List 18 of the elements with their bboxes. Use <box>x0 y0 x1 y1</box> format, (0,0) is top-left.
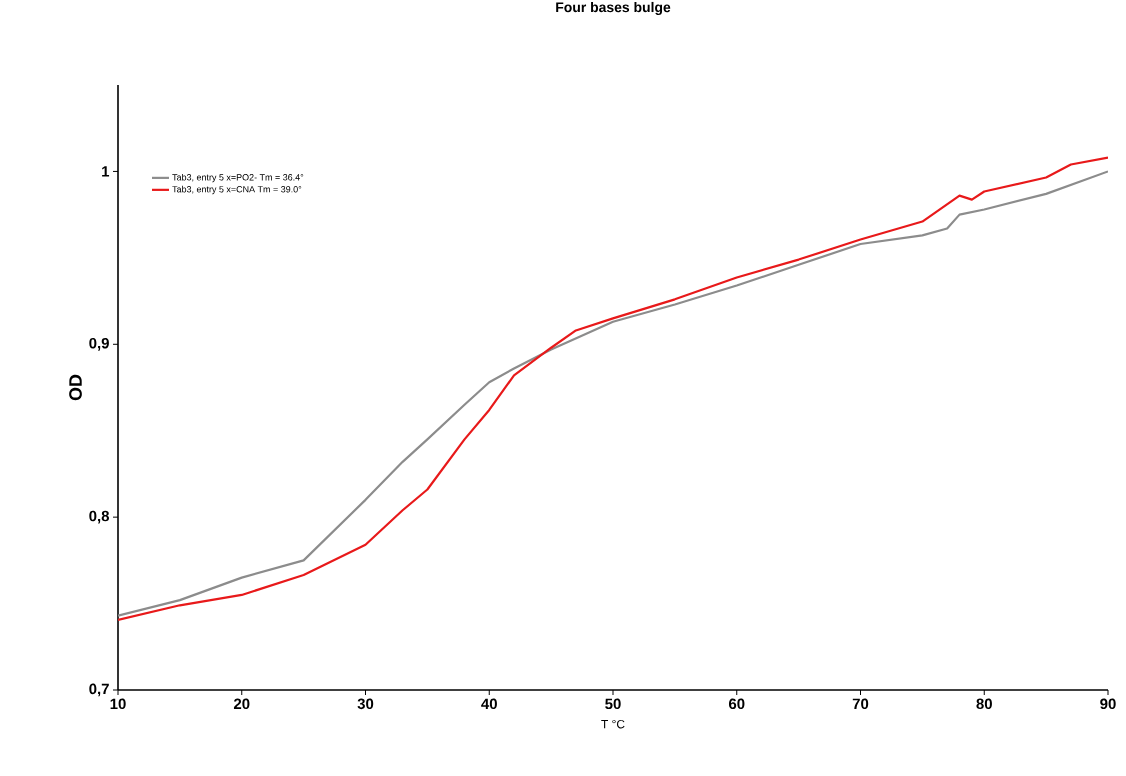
chart-title: Four bases bulge <box>556 1 671 15</box>
x-tick-label: 20 <box>233 698 250 710</box>
x-tick-label: 10 <box>110 698 126 710</box>
y-tick-label: 0,9 <box>89 337 109 351</box>
x-tick-label: 80 <box>976 698 992 710</box>
legend-label: Tab3, entry 5 x=CNA Tm = 39.0° <box>172 185 302 195</box>
x-tick-label: 30 <box>357 698 374 710</box>
legend-label: Tab3, entry 5 x=PO2- Tm = 36.4° <box>172 173 304 183</box>
x-tick-label: 60 <box>728 698 745 710</box>
y-tick-label: 1 <box>102 166 110 177</box>
y-axis-title: OD <box>69 374 82 401</box>
x-axis-title: T °C <box>601 719 625 729</box>
y-tick-label: 0,7 <box>89 683 109 697</box>
y-tick-label: 0,8 <box>89 510 110 524</box>
x-tick-label: 70 <box>852 698 869 710</box>
x-tick-label: 90 <box>1100 698 1116 710</box>
x-tick-label: 50 <box>605 698 621 710</box>
x-tick-label: 40 <box>481 698 497 710</box>
